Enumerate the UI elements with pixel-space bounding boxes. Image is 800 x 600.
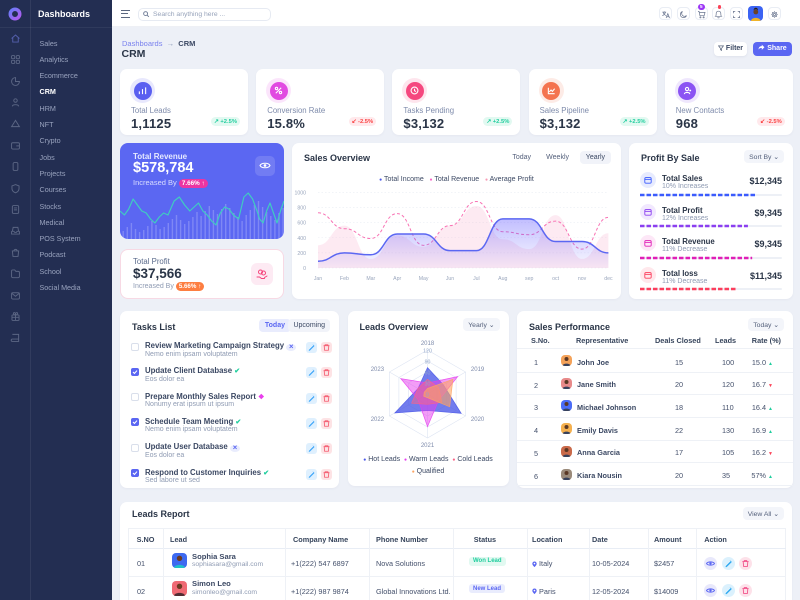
svg-text:400: 400 (297, 236, 306, 242)
svg-text:2021: 2021 (420, 443, 434, 449)
svg-text:800: 800 (297, 206, 306, 212)
svg-text:120: 120 (423, 349, 432, 355)
svg-text:600: 600 (297, 221, 306, 227)
svg-text:Aug: Aug (498, 276, 507, 282)
svg-text:1000: 1000 (294, 190, 306, 196)
svg-text:60: 60 (424, 371, 430, 377)
svg-text:May: May (419, 276, 429, 282)
svg-text:oct: oct (552, 276, 559, 282)
svg-text:Apr: Apr (393, 276, 401, 282)
svg-text:0: 0 (426, 393, 429, 399)
svg-text:2020: 2020 (470, 417, 484, 423)
svg-text:dec: dec (604, 276, 613, 282)
svg-text:0: 0 (303, 266, 306, 272)
svg-text:Jun: Jun (446, 276, 454, 282)
svg-text:2018: 2018 (420, 341, 434, 347)
svg-text:2019: 2019 (470, 367, 484, 373)
svg-text:Feb: Feb (340, 276, 349, 282)
svg-text:2022: 2022 (370, 417, 384, 423)
svg-text:200: 200 (297, 251, 306, 257)
svg-text:30: 30 (424, 382, 430, 388)
svg-text:Jul: Jul (473, 276, 480, 282)
svg-text:90: 90 (424, 360, 430, 366)
svg-text:Jan: Jan (314, 276, 322, 282)
svg-text:2023: 2023 (370, 367, 384, 373)
svg-text:sep: sep (525, 276, 533, 282)
svg-text:nov: nov (578, 276, 587, 282)
svg-text:Mar: Mar (366, 276, 375, 282)
